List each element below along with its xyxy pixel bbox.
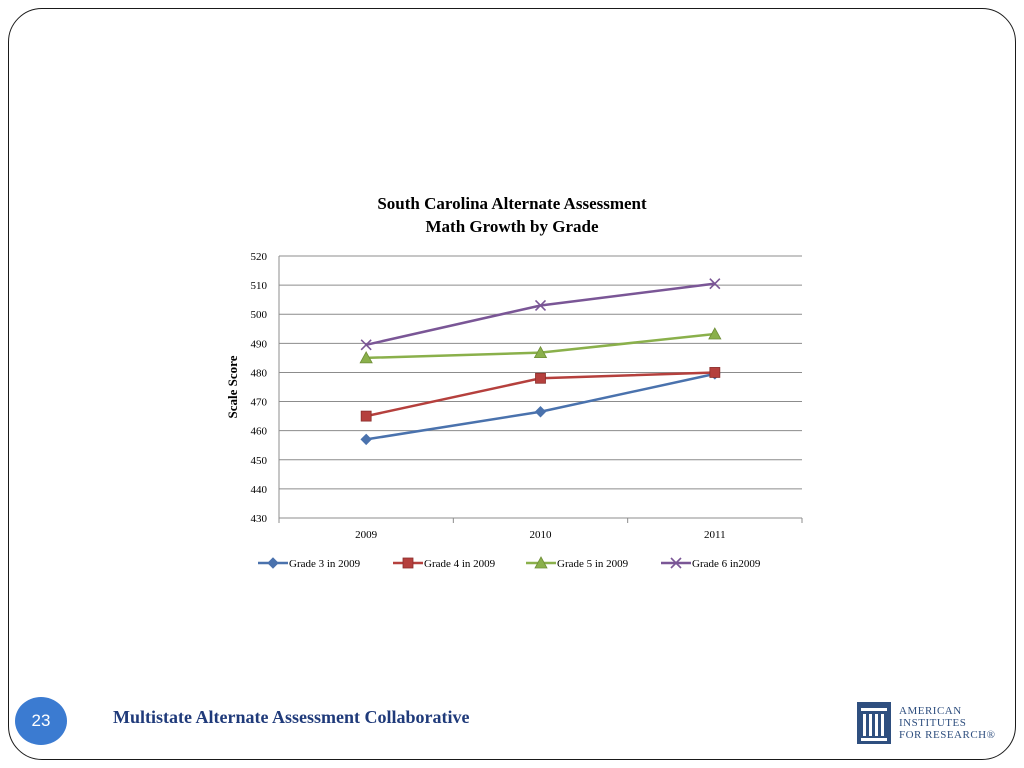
data-point — [360, 433, 372, 446]
line-chart: 430 440 450 460 470 480 490 500 510 520 2009 2010 20… — [225, 251, 803, 570]
data-point — [360, 339, 372, 351]
legend-item: Grade 6 in2009 — [661, 557, 761, 570]
building-logo-icon — [857, 702, 891, 744]
chart-title-line-1: South Carolina Alternate Assessment — [377, 194, 647, 213]
marker-stroke — [709, 278, 721, 290]
logo-line-1: AMERICAN — [899, 705, 962, 717]
y-tick-label: 520 — [251, 251, 268, 263]
y-tick-label: 450 — [251, 455, 268, 467]
data-point — [533, 345, 548, 359]
footer-title: Multistate Alternate Assessment Collabor… — [113, 707, 470, 727]
air-logo: AMERICAN INSTITUTES FOR RESEARCH® — [857, 702, 995, 744]
y-tick-label: 500 — [251, 309, 268, 321]
marker-stroke — [360, 339, 372, 351]
data-point — [359, 351, 373, 364]
data-point — [708, 327, 722, 340]
chart-title-line-2: Math Growth by Grade — [425, 217, 599, 236]
chart-title: South Carolina Alternate Assessment Math… — [262, 192, 762, 238]
legend-item: Grade 3 in 2009 — [258, 557, 361, 570]
series-3 — [359, 327, 722, 364]
legend-item: Grade 4 in 2009 — [393, 557, 496, 570]
data-point — [709, 278, 721, 290]
y-tick-label: 470 — [251, 397, 268, 409]
marker-stroke — [670, 557, 682, 569]
series-2 — [360, 367, 721, 422]
legend-marker — [402, 557, 414, 569]
data-point — [360, 410, 372, 422]
x-tick-label: 2009 — [355, 529, 378, 541]
y-tick-label: 440 — [251, 484, 268, 496]
y-tick-label: 480 — [251, 367, 268, 379]
y-tick-label: 510 — [251, 280, 268, 292]
x-tick-label: 2010 — [530, 529, 553, 541]
legend-marker — [267, 557, 279, 569]
legend-marker — [670, 557, 682, 569]
legend-label: Grade 3 in 2009 — [289, 558, 361, 570]
y-tick-label: 430 — [251, 513, 268, 525]
legend-label: Grade 6 in2009 — [692, 558, 761, 570]
data-point — [535, 372, 546, 384]
x-tick-label: 2011 — [704, 529, 726, 541]
legend-item: Grade 5 in 2009 — [526, 556, 629, 570]
legend-label: Grade 5 in 2009 — [557, 558, 629, 570]
legend-marker — [534, 556, 548, 569]
marker-stroke — [534, 299, 547, 312]
series-4 — [360, 278, 721, 351]
y-tick-label: 460 — [251, 426, 268, 438]
data-point — [534, 406, 547, 418]
logo-line-2: INSTITUTES — [899, 717, 967, 729]
y-tick-label: 490 — [251, 338, 268, 350]
legend-label: Grade 4 in 2009 — [424, 558, 496, 570]
logo-line-3: FOR RESEARCH® — [899, 729, 996, 741]
data-point — [709, 367, 721, 378]
slide-frame — [8, 8, 1016, 760]
y-axis-label: Scale Score — [225, 355, 240, 418]
data-point — [534, 299, 547, 312]
slide-number: 23 — [15, 697, 67, 745]
